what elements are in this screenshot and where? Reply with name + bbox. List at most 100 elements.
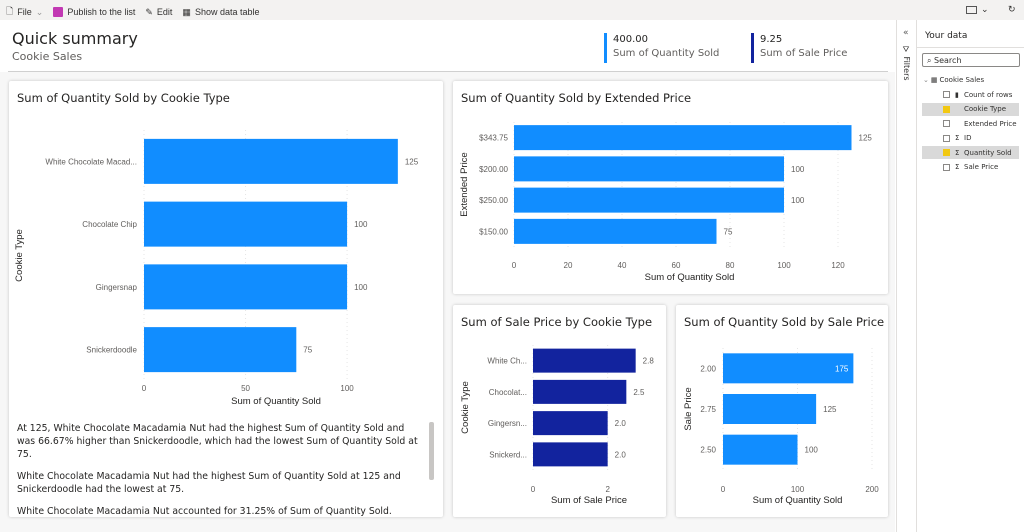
data-label: 100 [354, 220, 368, 229]
search-icon: ⌕ [927, 56, 935, 65]
kpi-quantity-sold: 400.00 Sum of Quantity Sold [604, 33, 719, 63]
bar[interactable] [514, 218, 717, 244]
bar[interactable] [514, 156, 784, 182]
chart-card-1[interactable]: Sum of Quantity Sold by Extended Price [453, 81, 888, 294]
bar[interactable] [533, 442, 608, 467]
view-menu[interactable]: ⌄ [966, 4, 989, 15]
x-tick-label: 0 [142, 384, 147, 393]
table-icon: ▦ [930, 76, 938, 84]
sigma-icon: Σ [955, 163, 960, 171]
checkbox[interactable] [943, 134, 950, 142]
bar[interactable] [514, 187, 784, 213]
smart-narrative: At 125, White Chocolate Macadamia Nut ha… [17, 422, 422, 527]
sigma-icon: Σ [955, 134, 960, 142]
y-axis-title: Sale Price [683, 387, 694, 430]
table-cookie-sales[interactable]: ⌄ ▦ Cookie Sales [923, 76, 985, 84]
y-tick-label: $200.00 [479, 165, 508, 174]
table-icon: ▦ [182, 6, 191, 17]
bar[interactable] [144, 264, 348, 310]
bar[interactable] [144, 201, 348, 247]
x-tick-label: 40 [618, 261, 627, 270]
field-item[interactable]: Σ Quantity Sold [922, 146, 1019, 159]
data-label: 100 [791, 165, 805, 174]
pencil-icon: ✎ [145, 6, 153, 17]
sigma-icon: Σ [955, 148, 960, 157]
x-tick-label: 0 [512, 261, 517, 270]
save-icon [53, 7, 64, 17]
bar[interactable] [723, 353, 854, 384]
show-data-table-button[interactable]: ▦ Show data table [182, 6, 260, 18]
narrative-text: White Chocolate Macadamia Nut had the hi… [17, 471, 401, 495]
data-label: 100 [805, 446, 819, 455]
y-tick-label: $150.00 [479, 227, 508, 236]
data-label: 175 [835, 364, 849, 373]
chevron-down-icon: ⌄ [35, 6, 44, 17]
bar[interactable] [533, 379, 627, 404]
filter-icon: ⛛ [902, 46, 911, 57]
y-tick-label: Gingersn... [488, 419, 527, 428]
data-label: 125 [405, 157, 419, 166]
refresh-icon: ↻ [1008, 4, 1016, 14]
search-input[interactable]: ⌕ Search [922, 53, 1020, 67]
window-icon [966, 5, 977, 14]
bar[interactable] [723, 434, 798, 465]
data-label: 100 [354, 283, 368, 292]
divider [8, 71, 888, 72]
narrative-text: At 125, White Chocolate Macadamia Nut ha… [17, 423, 418, 460]
bar[interactable] [533, 348, 636, 373]
data-label: 2.0 [615, 419, 627, 428]
filters-label[interactable]: ⛛ Filters [902, 46, 911, 81]
field-item[interactable]: Cookie Type [922, 102, 1019, 116]
y-tick-label: Snickerdoodle [86, 346, 137, 355]
chevron-down-icon: ⌄ [981, 4, 989, 14]
y-tick-label: $250.00 [479, 196, 508, 205]
narrative-scrollbar[interactable] [429, 422, 434, 480]
bar[interactable] [144, 138, 398, 184]
x-tick-label: 60 [672, 261, 681, 270]
y-tick-label: White Ch... [487, 357, 527, 366]
chevron-down-icon: ⌄ [923, 76, 929, 84]
y-tick-label: Chocolate Chip [82, 220, 137, 229]
divider [917, 47, 1024, 48]
checkbox[interactable] [943, 91, 950, 98]
page-title: Quick summary [12, 29, 138, 48]
checkbox[interactable] [943, 120, 950, 127]
chart-title: Sum of Quantity Sold by Cookie Type [17, 91, 230, 105]
bar[interactable] [514, 125, 852, 151]
bar[interactable] [533, 411, 608, 436]
bar[interactable] [144, 327, 297, 373]
field-item[interactable]: ▮ Count of rows [922, 88, 1019, 101]
x-tick-label: 80 [726, 261, 735, 270]
data-label: 75 [724, 227, 733, 236]
charts-layer: 0 50 100 White Chocolate Macad... 125 Chocola… [14, 122, 879, 506]
calculator-icon: ▮ [955, 90, 959, 99]
edit-button[interactable]: ✎ Edit [145, 6, 173, 18]
field-item[interactable]: Σ ID [922, 132, 1019, 145]
checkbox[interactable] [943, 105, 950, 113]
field-item[interactable]: Σ Sale Price [922, 161, 1019, 174]
chart-card-2[interactable]: Sum of Sale Price by Cookie Type [453, 305, 666, 517]
page-subtitle: Cookie Sales [12, 50, 83, 63]
data-pane: Your data ⌕ Search ⌄ ▦ Cookie Sales ▮ Count… [917, 20, 1024, 532]
publish-button[interactable]: Publish to the list [53, 7, 135, 17]
x-axis-title: Sum of Quantity Sold [645, 272, 735, 283]
x-axis-title: Sum of Quantity Sold [753, 495, 843, 506]
bar[interactable] [723, 394, 817, 424]
collapse-icon[interactable]: « [903, 28, 909, 38]
filters-strip[interactable]: « ⛛ Filters [896, 20, 917, 532]
data-label: 2.5 [633, 388, 645, 397]
narrative-text: White Chocolate Macadamia Nut accounted … [17, 506, 392, 517]
checkbox[interactable] [943, 149, 950, 156]
checkbox[interactable] [943, 163, 950, 171]
x-tick-label: 20 [564, 261, 573, 270]
file-menu[interactable]: 🗋 File ⌄ [6, 4, 43, 20]
x-tick-label: 2 [605, 485, 610, 494]
chart-title: Sum of Quantity Sold by Sale Price [684, 315, 885, 329]
y-tick-label: 2.00 [700, 364, 716, 373]
x-tick-label: 0 [721, 485, 726, 494]
refresh-button[interactable]: ↻ [1008, 4, 1016, 15]
y-tick-label: 2.50 [700, 446, 716, 455]
y-tick-label: Snickerd... [489, 450, 527, 459]
data-label: 75 [303, 346, 312, 355]
field-item[interactable]: Extended Price [922, 117, 1019, 130]
